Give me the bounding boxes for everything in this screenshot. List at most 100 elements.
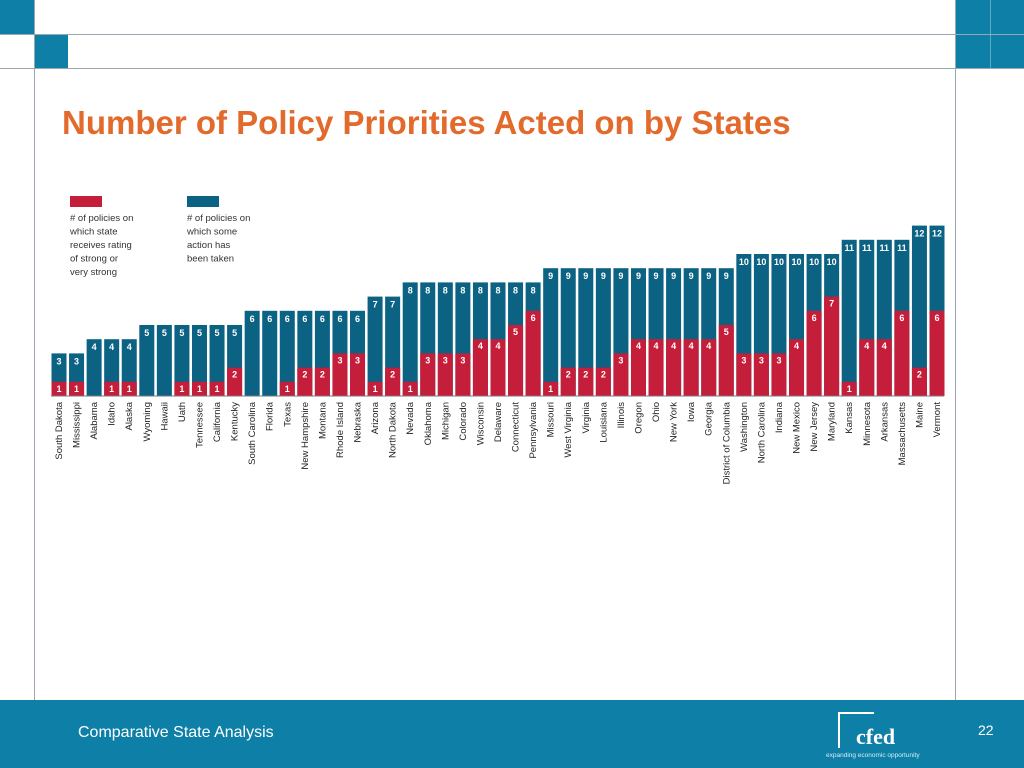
bar-strong: [350, 353, 366, 396]
bar-action-label: 10: [774, 257, 784, 267]
category-label: New York: [669, 402, 680, 442]
bar-action-label: 12: [914, 229, 924, 239]
bar-strong-label: 3: [425, 355, 430, 365]
bar-action-label: 6: [355, 314, 360, 324]
bar-strong-label: 1: [847, 384, 852, 394]
bar-strong: [806, 310, 822, 396]
bar-strong-label: 6: [899, 313, 904, 323]
bar-strong: [543, 381, 559, 396]
bar-strong-label: 1: [373, 384, 378, 394]
bar-strong: [227, 367, 243, 396]
bar-action-label: 6: [285, 314, 290, 324]
legend-text-strong: of strong or: [70, 254, 118, 265]
bar-strong: [455, 353, 471, 396]
footer-bar: Comparative State Analysis cfed expandin…: [0, 700, 1024, 768]
bar-action: [911, 225, 927, 396]
bar-strong: [666, 339, 682, 396]
category-label: Maine: [914, 402, 925, 428]
bar-strong: [701, 339, 717, 396]
category-label: Arkansas: [879, 402, 890, 442]
category-label: Montana: [317, 401, 328, 439]
bar-strong: [718, 325, 734, 396]
frame-line-left: [34, 0, 35, 700]
page-number: 22: [978, 722, 994, 738]
bar-strong-label: 3: [776, 355, 781, 365]
category-label: Massachusetts: [897, 402, 908, 466]
category-label: Louisiana: [598, 401, 609, 442]
bar-strong-label: 5: [724, 327, 729, 337]
category-label: Hawaii: [159, 402, 170, 431]
category-label: California: [212, 401, 223, 442]
category-label: Rhode Island: [335, 402, 346, 458]
category-label: South Carolina: [247, 401, 258, 465]
bar-strong: [402, 381, 418, 396]
bar-action-label: 8: [425, 285, 430, 295]
bar-action-label: 8: [460, 285, 465, 295]
bar-strong-label: 3: [355, 355, 360, 365]
bar-strong: [911, 367, 927, 396]
bar-strong-label: 4: [706, 341, 711, 351]
bar-strong-label: 1: [179, 384, 184, 394]
bar-strong-label: 1: [127, 384, 132, 394]
bar-strong: [736, 353, 752, 396]
bar-action-label: 9: [724, 271, 729, 281]
bar-strong-label: 4: [478, 341, 483, 351]
bar-strong-label: 3: [460, 355, 465, 365]
bar-strong: [51, 381, 67, 396]
bar-strong: [104, 381, 120, 396]
bar-strong-label: 1: [74, 384, 79, 394]
bar-action-label: 10: [809, 257, 819, 267]
category-label: Indiana: [774, 401, 785, 433]
category-label: South Dakota: [54, 401, 65, 459]
bar-strong-label: 1: [285, 384, 290, 394]
category-label: Alabama: [89, 401, 100, 439]
bar-strong-label: 2: [320, 370, 325, 380]
bar-action: [244, 310, 260, 396]
logo-tagline: expanding economic opportunity: [826, 752, 920, 759]
bar-action-label: 11: [844, 243, 854, 253]
category-label: Minnesota: [862, 401, 873, 446]
bar-strong-label: 3: [337, 355, 342, 365]
bar-strong-label: 2: [302, 370, 307, 380]
bar-strong-label: 4: [864, 341, 869, 351]
bar-action: [156, 325, 172, 396]
bar-action-label: 8: [513, 285, 518, 295]
bar-strong-label: 3: [618, 355, 623, 365]
bar-action-label: 8: [531, 285, 536, 295]
bar-action-label: 9: [583, 271, 588, 281]
legend-text-strong: # of policies on: [70, 213, 133, 224]
bar-action-label: 6: [250, 314, 255, 324]
legend-text-action: which some: [186, 227, 237, 238]
bar-action: [262, 310, 278, 396]
bar-action-label: 7: [390, 300, 395, 310]
category-label: Florida: [265, 401, 276, 431]
bar-action-label: 6: [337, 314, 342, 324]
bar-action-label: 3: [56, 356, 61, 366]
bar-action-label: 10: [827, 257, 837, 267]
frame-line-top-2: [0, 68, 1024, 69]
bar-strong-label: 4: [495, 341, 500, 351]
bar-action-label: 6: [267, 314, 272, 324]
category-label: New Mexico: [792, 402, 803, 454]
bar-strong: [578, 367, 594, 396]
bar-action-label: 5: [144, 328, 149, 338]
bar-strong: [314, 367, 330, 396]
frame-line-right: [955, 0, 956, 700]
category-label: North Dakota: [388, 401, 399, 458]
bar-strong: [525, 310, 541, 396]
bar-strong: [279, 381, 295, 396]
category-label: Pennsylvania: [528, 401, 539, 458]
category-label: Uath: [177, 402, 188, 422]
bar-strong: [876, 339, 892, 396]
bar-strong-label: 1: [109, 384, 114, 394]
bar-action-label: 9: [601, 271, 606, 281]
category-label: Nevada: [405, 401, 416, 434]
bar-action-label: 8: [495, 285, 500, 295]
bar-action-label: 9: [706, 271, 711, 281]
chart-category-labels: South Dakota Mississippi Alabama Idaho Alask…: [54, 401, 943, 484]
category-label: Tennessee: [194, 402, 205, 448]
category-label: Wyoming: [142, 402, 153, 442]
bar-strong: [385, 367, 401, 396]
bar-action: [543, 268, 559, 396]
legend-text-action: been taken: [187, 254, 234, 265]
